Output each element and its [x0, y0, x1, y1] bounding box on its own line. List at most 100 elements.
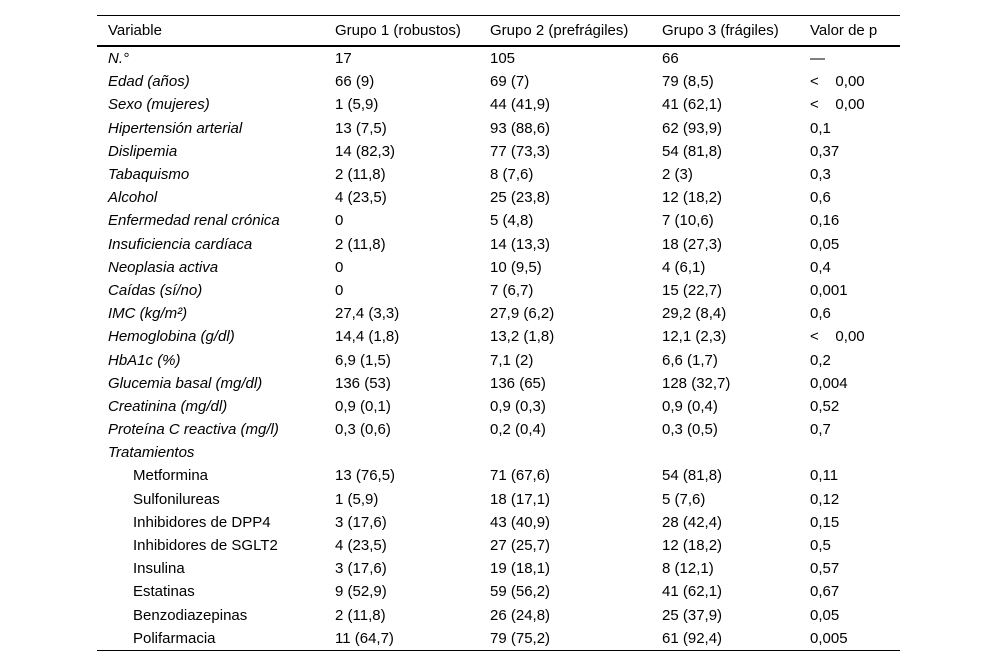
- cell-grupo3: 61 (92,4): [662, 629, 723, 647]
- cell-p-value: < 0,00: [810, 96, 865, 114]
- cell-grupo2: [490, 441, 662, 464]
- cell-grupo2: 43 (40,9): [490, 513, 551, 531]
- table-row: Edad (años) 66 (9) 69 (7) 79 (8,5) < 0,00: [97, 70, 900, 93]
- cell-p-value: 0,7: [810, 421, 831, 439]
- cell-variable: Glucemia basal (mg/dl): [108, 374, 263, 392]
- cell-grupo2: 136 (65): [490, 374, 546, 392]
- cell-p-value: 0,4: [810, 258, 831, 276]
- cell-variable: Edad (años): [108, 73, 190, 91]
- cell-variable: Insuficiencia cardíaca: [108, 235, 253, 253]
- cell-variable: Neoplasia activa: [108, 258, 219, 276]
- table-header-row: Variable Grupo 1 (robustos) Grupo 2 (pre…: [97, 15, 900, 47]
- cell-grupo1: 66 (9): [335, 73, 375, 91]
- cell-grupo3: 54 (81,8): [662, 142, 723, 160]
- cell-variable: Alcohol: [108, 189, 158, 207]
- table-row: Enfermedad renal crónica 0 5 (4,8) 7 (10,6)…: [97, 209, 900, 232]
- cell-variable: Creatinina (mg/dl): [108, 397, 228, 415]
- cell-grupo3: 128 (32,7): [662, 374, 731, 392]
- cell-grupo3: 28 (42,4): [662, 513, 723, 531]
- cell-p-value: 0,15: [810, 513, 840, 531]
- cell-variable: Tabaquismo: [108, 166, 190, 184]
- cell-grupo1: 4 (23,5): [335, 537, 387, 555]
- cell-grupo1: 13 (7,5): [335, 119, 387, 137]
- cell-grupo3: 12 (18,2): [662, 537, 723, 555]
- cell-p-value: 0,57: [810, 560, 840, 578]
- cell-grupo1: 3 (17,6): [335, 560, 387, 578]
- cell-variable: Sulfonilureas: [133, 490, 220, 508]
- cell-grupo3: 0,9 (0,4): [662, 397, 718, 415]
- cell-p-value: < 0,00: [810, 328, 865, 346]
- table-row: Glucemia basal (mg/dl) 136 (53) 136 (65) 12…: [97, 372, 900, 395]
- table-row: Inhibidores de SGLT2 4 (23,5) 27 (25,7) 12 …: [97, 534, 900, 557]
- cell-p-value: 0,12: [810, 490, 840, 508]
- cell-grupo2: 13,2 (1,8): [490, 328, 555, 346]
- table-row: Caídas (sí/no) 0 7 (6,7) 15 (22,7) 0,001: [97, 279, 900, 302]
- cell-grupo2: 59 (56,2): [490, 583, 551, 601]
- cell-grupo1: 0,9 (0,1): [335, 397, 391, 415]
- cell-p-value: 0,05: [810, 606, 840, 624]
- cell-grupo3: 8 (12,1): [662, 560, 714, 578]
- table-row: Sulfonilureas 1 (5,9) 18 (17,1) 5 (7,6) 0,12: [97, 488, 900, 511]
- cell-p-value: 0,37: [810, 142, 840, 160]
- cell-grupo3: 29,2 (8,4): [662, 305, 727, 323]
- cell-grupo1: 4 (23,5): [335, 189, 387, 207]
- cell-grupo3: 12,1 (2,3): [662, 328, 727, 346]
- cell-variable: Hemoglobina (g/dl): [108, 328, 235, 346]
- table-row: Proteína C reactiva (mg/l) 0,3 (0,6) 0,2 (…: [97, 418, 900, 441]
- cell-variable: Insulina: [133, 560, 185, 578]
- cell-variable: N.°: [108, 50, 129, 68]
- cell-grupo3: 41 (62,1): [662, 583, 723, 601]
- cell-grupo1: 13 (76,5): [335, 467, 396, 485]
- cell-grupo1: 27,4 (3,3): [335, 305, 400, 323]
- cell-grupo2: 25 (23,8): [490, 189, 551, 207]
- cell-grupo1: 14,4 (1,8): [335, 328, 400, 346]
- cell-variable: Caídas (sí/no): [108, 281, 203, 299]
- cell-grupo3: 15 (22,7): [662, 281, 723, 299]
- table-row: Creatinina (mg/dl) 0,9 (0,1) 0,9 (0,3) 0,9 …: [97, 395, 900, 418]
- cell-grupo2: 19 (18,1): [490, 560, 551, 578]
- table-container: Variable Grupo 1 (robustos) Grupo 2 (pre…: [97, 15, 900, 651]
- cell-p-value: —: [810, 50, 825, 68]
- cell-grupo1: 17: [335, 50, 352, 68]
- cell-variable: Dislipemia: [108, 142, 178, 160]
- cell-grupo2: 27 (25,7): [490, 537, 551, 555]
- cell-variable: Inhibidores de DPP4: [133, 513, 271, 531]
- cell-variable: Polifarmacia: [133, 629, 216, 647]
- cell-p-value: 0,67: [810, 583, 840, 601]
- cell-grupo2: 93 (88,6): [490, 119, 551, 137]
- cell-grupo2: 14 (13,3): [490, 235, 551, 253]
- clinical-characteristics-table: Variable Grupo 1 (robustos) Grupo 2 (pre…: [97, 15, 900, 651]
- cell-grupo3: 4 (6,1): [662, 258, 706, 276]
- cell-variable: Benzodiazepinas: [133, 606, 248, 624]
- cell-p-value: 0,2: [810, 351, 831, 369]
- table-row: Insuficiencia cardíaca 2 (11,8) 14 (13,3) 1…: [97, 233, 900, 256]
- cell-p-value: 0,005: [810, 629, 848, 647]
- table-row: Benzodiazepinas 2 (11,8) 26 (24,8) 25 (37,9…: [97, 604, 900, 627]
- cell-p-value: < 0,00: [810, 73, 865, 91]
- cell-grupo1: 3 (17,6): [335, 513, 387, 531]
- cell-grupo2: 0,2 (0,4): [490, 421, 546, 439]
- table-row: Sexo (mujeres) 1 (5,9) 44 (41,9) 41 (62,1) <…: [97, 93, 900, 116]
- cell-p-value: 0,16: [810, 212, 840, 230]
- table-row: Metformina 13 (76,5) 71 (67,6) 54 (81,8) 0,1…: [97, 464, 900, 487]
- table-row: Alcohol 4 (23,5) 25 (23,8) 12 (18,2) 0,6: [97, 186, 900, 209]
- table-row: Tabaquismo 2 (11,8) 8 (7,6) 2 (3) 0,3: [97, 163, 900, 186]
- cell-grupo1: 0,3 (0,6): [335, 421, 391, 439]
- cell-grupo3: 18 (27,3): [662, 235, 723, 253]
- cell-grupo2: 0,9 (0,3): [490, 397, 546, 415]
- cell-grupo3: 54 (81,8): [662, 467, 723, 485]
- cell-grupo2: 26 (24,8): [490, 606, 551, 624]
- table-row: Insulina 3 (17,6) 19 (18,1) 8 (12,1) 0,57: [97, 557, 900, 580]
- cell-grupo1: 2 (11,8): [335, 235, 386, 253]
- column-header-grupo1: Grupo 1 (robustos): [335, 15, 490, 47]
- cell-grupo3: 7 (10,6): [662, 212, 714, 230]
- cell-grupo2: 7 (6,7): [490, 281, 534, 299]
- cell-grupo1: 0: [335, 281, 344, 299]
- cell-variable: Inhibidores de SGLT2: [133, 537, 278, 555]
- table-row: IMC (kg/m²) 27,4 (3,3) 27,9 (6,2) 29,2 (8,4…: [97, 302, 900, 325]
- cell-grupo2: 8 (7,6): [490, 166, 534, 184]
- cell-grupo2: 10 (9,5): [490, 258, 542, 276]
- cell-grupo1: 14 (82,3): [335, 142, 396, 160]
- cell-grupo2: 71 (67,6): [490, 467, 551, 485]
